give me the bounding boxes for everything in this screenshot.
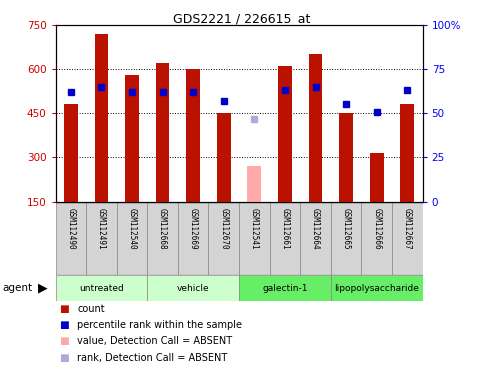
Text: rank, Detection Call = ABSENT: rank, Detection Call = ABSENT <box>77 353 227 362</box>
Bar <box>217 113 231 202</box>
Bar <box>147 275 239 301</box>
Text: GSM112666: GSM112666 <box>372 208 381 250</box>
Text: ■: ■ <box>59 353 69 362</box>
Text: value, Detection Call = ABSENT: value, Detection Call = ABSENT <box>77 336 232 346</box>
Text: GDS2221 / 226615_at: GDS2221 / 226615_at <box>173 12 310 25</box>
Bar <box>56 275 147 301</box>
Bar <box>178 202 209 275</box>
Text: GSM112540: GSM112540 <box>128 208 137 250</box>
Bar <box>156 63 170 202</box>
Bar <box>117 202 147 275</box>
Bar <box>186 69 200 202</box>
Bar <box>309 55 323 202</box>
Bar <box>209 202 239 275</box>
Text: galectin-1: galectin-1 <box>262 284 308 293</box>
Text: lipopolysaccharide: lipopolysaccharide <box>334 284 419 293</box>
Bar <box>331 202 361 275</box>
Text: count: count <box>77 304 105 314</box>
Bar <box>331 275 423 301</box>
Bar <box>247 166 261 202</box>
Text: ▶: ▶ <box>38 282 47 295</box>
Text: GSM112664: GSM112664 <box>311 208 320 250</box>
Text: agent: agent <box>2 283 32 293</box>
Bar <box>300 202 331 275</box>
Bar <box>239 275 331 301</box>
Text: GSM112670: GSM112670 <box>219 208 228 250</box>
Bar <box>339 113 353 202</box>
Bar <box>400 104 414 202</box>
Text: GSM112491: GSM112491 <box>97 208 106 250</box>
Text: GSM112668: GSM112668 <box>158 208 167 250</box>
Bar <box>147 202 178 275</box>
Text: GSM112541: GSM112541 <box>250 208 259 250</box>
Text: percentile rank within the sample: percentile rank within the sample <box>77 320 242 330</box>
Text: ■: ■ <box>59 336 69 346</box>
Bar <box>392 202 423 275</box>
Text: GSM112669: GSM112669 <box>189 208 198 250</box>
Text: vehicle: vehicle <box>177 284 210 293</box>
Bar <box>64 104 78 202</box>
Text: GSM112490: GSM112490 <box>66 208 75 250</box>
Text: GSM112661: GSM112661 <box>281 208 289 250</box>
Bar <box>361 202 392 275</box>
Text: untreated: untreated <box>79 284 124 293</box>
Bar <box>86 202 117 275</box>
Bar <box>278 66 292 202</box>
Bar <box>125 75 139 202</box>
Text: GSM112667: GSM112667 <box>403 208 412 250</box>
Bar <box>239 202 270 275</box>
Bar <box>56 202 86 275</box>
Bar <box>95 34 108 202</box>
Text: ■: ■ <box>59 320 69 330</box>
Text: ■: ■ <box>59 304 69 314</box>
Text: GSM112665: GSM112665 <box>341 208 351 250</box>
Bar <box>270 202 300 275</box>
Bar <box>370 153 384 202</box>
